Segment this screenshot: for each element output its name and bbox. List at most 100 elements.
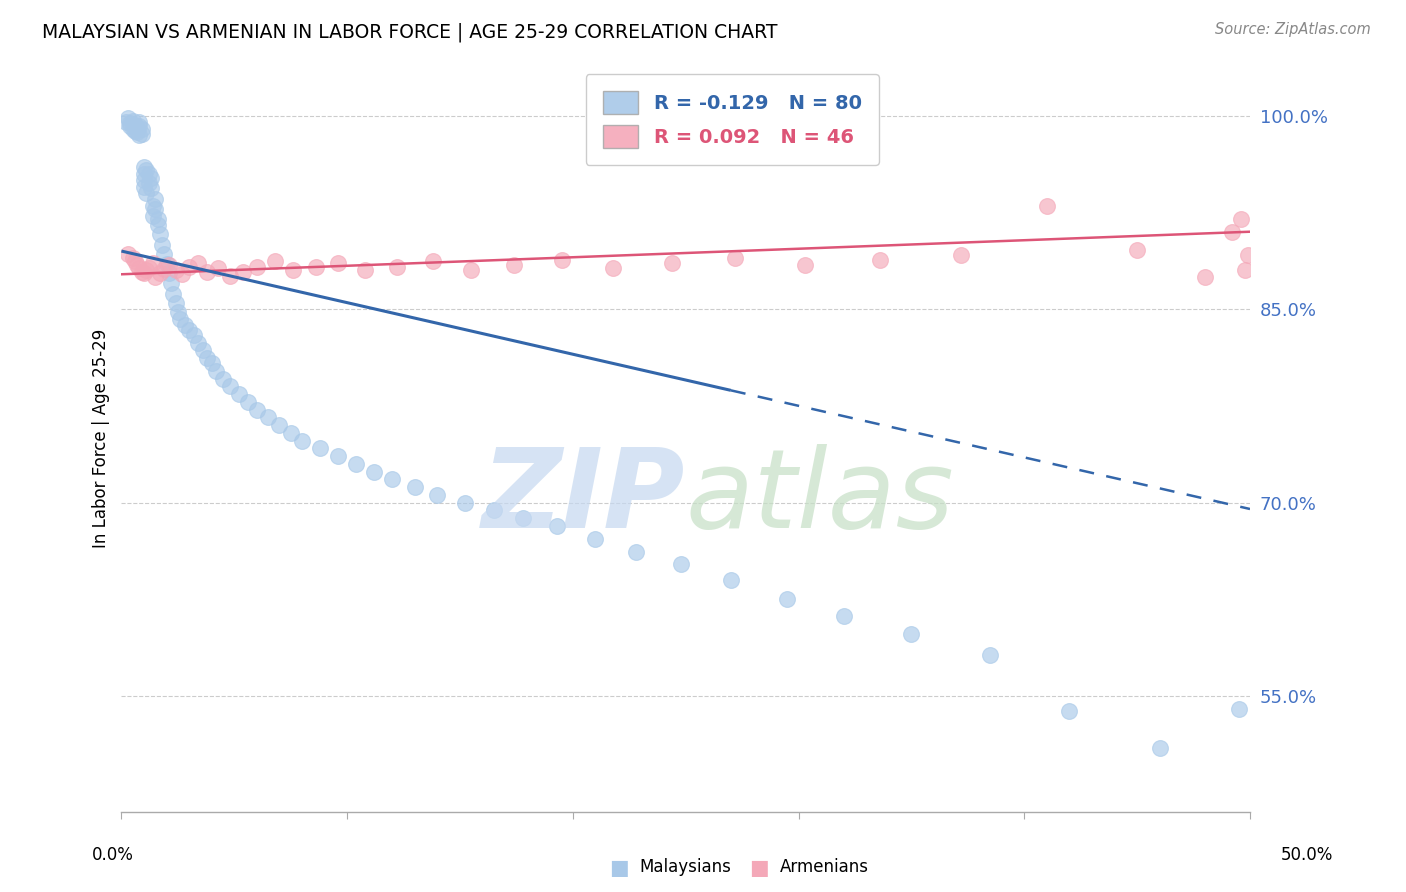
Point (201, 356, 224, 370)
Point (228, 387, 250, 401)
Point (720, 573, 742, 587)
Point (309, 442, 332, 456)
Point (132, 266, 155, 280)
Point (1236, 248, 1258, 262)
Point (453, 495, 475, 509)
Point (546, 518, 568, 533)
Legend: R = -0.129   N = 80, R = 0.092   N = 46: R = -0.129 N = 80, R = 0.092 N = 46 (585, 74, 879, 165)
Point (269, 418, 291, 433)
Point (149, 266, 172, 280)
Point (602, 260, 624, 275)
Point (724, 251, 747, 265)
Point (280, 425, 302, 440)
Point (661, 255, 683, 269)
Point (160, 277, 183, 291)
Point (291, 434, 314, 448)
Point (165, 263, 187, 277)
Point (128, 115, 150, 129)
Point (143, 193, 166, 207)
Point (117, 246, 139, 260)
Point (142, 209, 165, 223)
Point (179, 260, 201, 274)
Point (404, 480, 426, 494)
Point (212, 372, 235, 386)
Point (173, 318, 195, 332)
Point (979, 648, 1001, 662)
Point (153, 246, 176, 260)
Point (121, 251, 143, 265)
Point (344, 457, 367, 471)
Point (246, 402, 269, 417)
Point (157, 258, 180, 272)
Point (207, 260, 229, 275)
Point (128, 260, 150, 275)
Point (172, 267, 194, 281)
Point (155, 257, 177, 271)
Point (146, 211, 169, 226)
Point (326, 449, 349, 463)
Point (326, 255, 349, 269)
Point (1234, 263, 1257, 277)
Point (187, 335, 209, 350)
Point (550, 253, 572, 268)
Point (132, 167, 155, 181)
Point (422, 254, 444, 268)
Point (624, 544, 647, 558)
Point (121, 113, 143, 128)
Point (776, 592, 799, 607)
Point (205, 364, 228, 378)
Point (503, 258, 526, 272)
Point (583, 532, 606, 546)
Point (135, 186, 157, 200)
Point (354, 263, 377, 277)
Point (167, 304, 190, 318)
Text: MALAYSIAN VS ARMENIAN IN LABOR FORCE | AGE 25-29 CORRELATION CHART: MALAYSIAN VS ARMENIAN IN LABOR FORCE | A… (42, 22, 778, 42)
Point (165, 295, 187, 310)
Point (1126, 243, 1149, 257)
Point (150, 237, 173, 252)
Point (869, 253, 891, 268)
Point (1220, 225, 1243, 239)
Point (195, 351, 218, 365)
Point (131, 265, 153, 279)
Point (131, 121, 153, 136)
Text: ■: ■ (609, 858, 628, 878)
Point (236, 395, 259, 409)
Text: Malaysians: Malaysians (640, 858, 731, 876)
Point (149, 227, 172, 242)
Point (218, 379, 240, 393)
Point (120, 119, 142, 133)
Point (304, 260, 326, 274)
Point (124, 118, 146, 132)
Point (132, 179, 155, 194)
Point (218, 268, 240, 283)
Point (138, 176, 160, 190)
Point (246, 260, 269, 274)
Point (142, 199, 165, 213)
Point (1230, 211, 1253, 226)
Point (950, 248, 973, 262)
Point (281, 263, 304, 277)
Point (135, 263, 157, 277)
Point (127, 125, 149, 139)
Point (1194, 269, 1216, 284)
Point (162, 286, 184, 301)
Point (127, 258, 149, 272)
Point (128, 128, 150, 142)
Point (121, 121, 143, 136)
Point (900, 627, 922, 641)
Point (142, 255, 165, 269)
Point (117, 112, 139, 126)
Point (426, 488, 449, 502)
Point (128, 119, 150, 133)
Point (127, 120, 149, 135)
Point (132, 173, 155, 187)
Y-axis label: In Labor Force | Age 25-29: In Labor Force | Age 25-29 (93, 328, 110, 548)
Point (385, 260, 408, 274)
Point (153, 262, 176, 277)
Point (169, 312, 191, 326)
Point (139, 170, 162, 185)
Point (183, 327, 205, 342)
Point (264, 254, 287, 268)
Text: 0.0%: 0.0% (91, 846, 134, 863)
